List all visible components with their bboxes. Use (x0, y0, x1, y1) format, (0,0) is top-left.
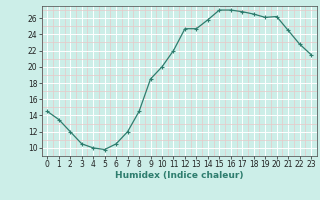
X-axis label: Humidex (Indice chaleur): Humidex (Indice chaleur) (115, 171, 244, 180)
